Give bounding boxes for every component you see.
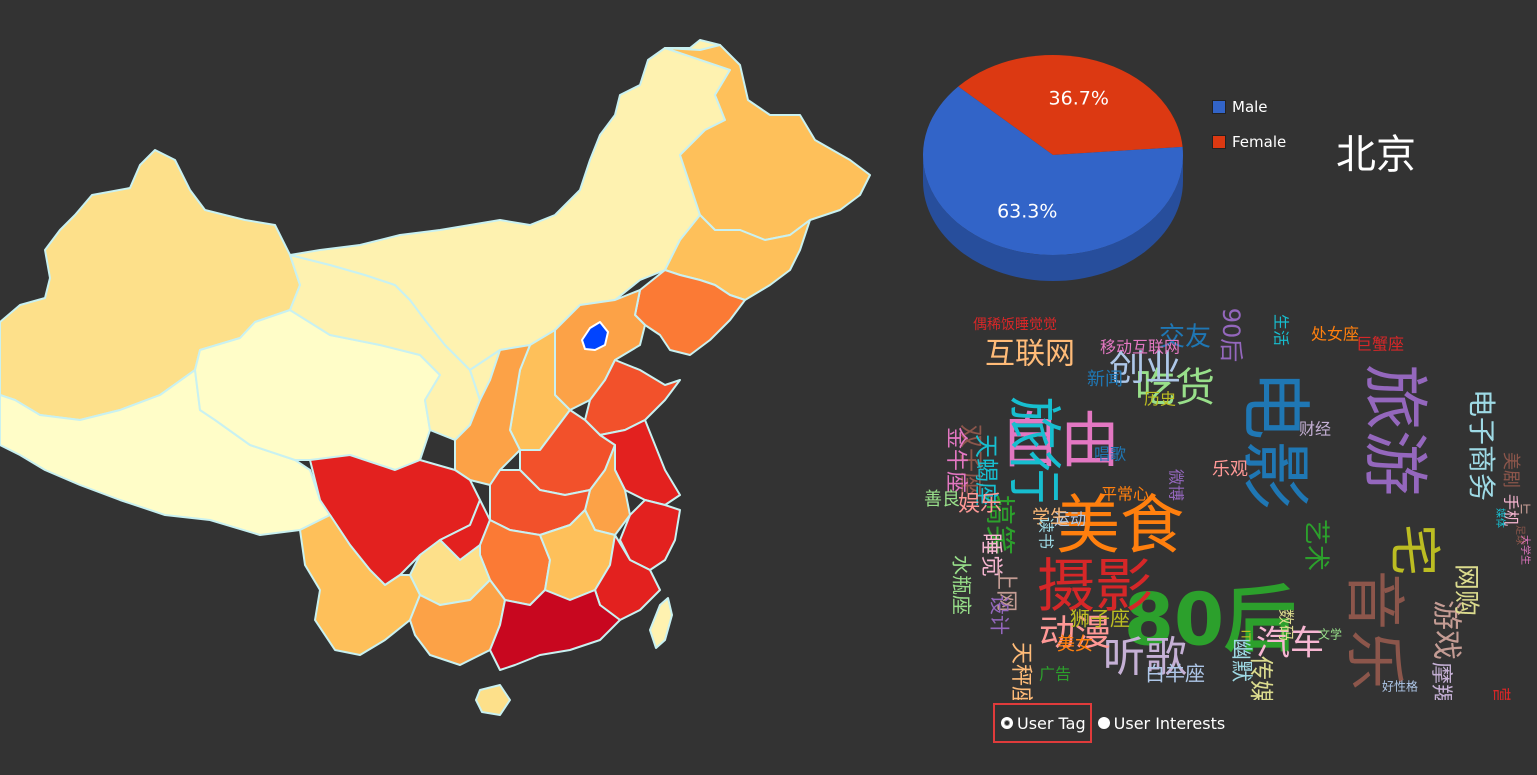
map-region-taiwan[interactable]	[649, 597, 673, 649]
pie-side-male	[923, 155, 1183, 281]
wordcloud-word[interactable]: 搞笑	[982, 495, 1017, 555]
wordcloud-word[interactable]: 偶稀饭睡觉觉	[973, 317, 1057, 333]
wordcloud-word[interactable]: 平常心	[1101, 485, 1149, 504]
wordcloud-word[interactable]: 电影	[1234, 370, 1316, 510]
female-swatch	[1212, 135, 1226, 149]
map-region-hainan[interactable]	[475, 684, 511, 716]
tag-type-controls: User Tag User Interests	[993, 702, 1229, 744]
wordcloud-word[interactable]: 巨蟹座	[1356, 335, 1404, 354]
wordcloud-word[interactable]: IT	[1520, 503, 1532, 517]
user-tag-option[interactable]: User Tag	[993, 703, 1092, 743]
wordcloud-word[interactable]: 宅	[1383, 524, 1443, 576]
wordcloud-word[interactable]: 娱乐	[958, 492, 1002, 517]
wordcloud-word[interactable]: 交友	[1159, 323, 1211, 353]
map-region-tibet[interactable]	[0, 369, 331, 536]
wordcloud-word[interactable]: 水瓶座	[950, 555, 974, 615]
selected-city-label: 北京	[1336, 132, 1416, 178]
wordcloud-word[interactable]: 旅行	[1002, 396, 1065, 504]
wordcloud-word[interactable]: 读书	[1037, 517, 1056, 549]
female-label: Female	[1232, 133, 1287, 151]
map-region-guangdong[interactable]	[489, 589, 621, 671]
wordcloud-word[interactable]: 90后	[1217, 308, 1245, 363]
wordcloud-word[interactable]: 运动	[1054, 510, 1086, 529]
wordcloud-word[interactable]: 80后	[1124, 578, 1296, 662]
user-interests-option[interactable]: User Interests	[1092, 703, 1230, 743]
wordcloud-word[interactable]: 微博	[1167, 469, 1186, 501]
wordcloud-word[interactable]: 动漫	[1039, 613, 1111, 654]
wordcloud-word[interactable]: 金牛座	[943, 427, 968, 493]
wordcloud-word[interactable]: 摄影	[1037, 552, 1153, 620]
pie-slice-male[interactable]	[923, 86, 1183, 255]
wordcloud-word[interactable]: 好性格	[1382, 679, 1418, 694]
wordcloud-word[interactable]: 大学生	[1519, 535, 1532, 565]
wordcloud-word[interactable]: IT	[1239, 630, 1253, 642]
wordcloud-word[interactable]: 足球	[1514, 525, 1527, 545]
map-region-fujian[interactable]	[594, 534, 661, 621]
wordcloud-word[interactable]: 听歌	[1103, 633, 1187, 682]
wordcloud-word[interactable]: 传媒	[1247, 656, 1275, 700]
wordcloud-word[interactable]: 生活	[1272, 314, 1291, 346]
wordcloud-word[interactable]: 旅游	[1356, 364, 1433, 496]
wordcloud-word[interactable]: 美剧	[1500, 452, 1521, 488]
wordcloud-word[interactable]: 美食	[1056, 490, 1184, 564]
map-region-ningxia[interactable]	[469, 349, 501, 401]
wordcloud-word[interactable]: 天蝎座	[972, 434, 1000, 506]
wordcloud-word[interactable]: 网购	[1451, 564, 1481, 616]
wordcloud-word[interactable]: 艺术	[1301, 519, 1331, 571]
wordcloud-word[interactable]: 媒体	[1494, 508, 1506, 528]
legend-item-male[interactable]: Male	[1212, 98, 1286, 116]
wordcloud-word[interactable]: 创业	[1109, 348, 1181, 389]
wordcloud-word[interactable]: 设计	[988, 595, 1012, 635]
wordcloud-word[interactable]: 广告	[1039, 665, 1071, 684]
wordcloud-word[interactable]: 双子座	[957, 424, 985, 496]
legend-item-female[interactable]: Female	[1212, 133, 1286, 151]
user-interests-radio[interactable]	[1097, 717, 1110, 729]
wordcloud-word[interactable]: 上网	[993, 568, 1018, 612]
wordcloud-word[interactable]: 电子商务	[1465, 389, 1498, 501]
wordcloud-word[interactable]: 文学	[1318, 627, 1342, 642]
map-region-beijing[interactable]	[581, 321, 609, 351]
wordcloud-word[interactable]: 财经	[1299, 420, 1331, 439]
user-tag-radio[interactable]	[1001, 717, 1013, 729]
wordcloud-word[interactable]: 游戏	[1429, 600, 1464, 660]
wordcloud-word[interactable]: 处女座	[1311, 325, 1359, 344]
wordcloud-word[interactable]: 唱歌	[1094, 445, 1126, 464]
male-label: Male	[1232, 98, 1268, 116]
wordcloud-word[interactable]: 白羊座	[1145, 662, 1205, 686]
male-swatch	[1212, 100, 1226, 114]
pie-slice-female[interactable]	[958, 55, 1183, 155]
china-map	[0, 39, 871, 716]
wordcloud-word[interactable]: 历史	[1144, 390, 1176, 409]
wordcloud-word[interactable]: 音乐	[1338, 570, 1408, 690]
pie-label-male: 63.3%	[997, 201, 1057, 223]
wordcloud-word[interactable]: 新闻	[1087, 369, 1123, 390]
wordcloud-word[interactable]: 善良	[924, 489, 960, 510]
pie-legend: Male Female	[1212, 98, 1286, 168]
map-region-yunnan[interactable]	[299, 514, 421, 656]
wordcloud-word[interactable]: 吃货	[1135, 365, 1215, 411]
gender-pie-chart: 36.7% 63.3%	[923, 55, 1183, 281]
wordcloud-word[interactable]: 互联网	[985, 337, 1075, 372]
wordcloud-word[interactable]: 摩羯座	[1428, 662, 1453, 700]
wordcloud-word[interactable]: 睡觉	[978, 533, 1003, 577]
map-region-liaoning[interactable]	[634, 269, 746, 356]
wordcloud-word[interactable]: 数码	[1277, 609, 1296, 641]
wordcloud-word[interactable]: 移动互联网	[1100, 338, 1180, 357]
pie-label-female: 36.7%	[1049, 87, 1109, 109]
wordcloud-word[interactable]: 幽默	[1228, 638, 1253, 682]
wordcloud-word[interactable]: 学生	[1032, 507, 1068, 528]
wordcloud-word[interactable]: 汽车	[1256, 624, 1324, 664]
user-tag-label: User Tag	[1017, 713, 1086, 733]
wordcloud-word[interactable]: 美女	[1057, 634, 1093, 655]
wordcloud-word[interactable]: 手机	[1502, 494, 1521, 526]
wordcloud-word[interactable]: 天秤座	[1008, 642, 1033, 700]
wordcloud-word[interactable]: 营销	[1490, 687, 1511, 700]
wordcloud-word[interactable]: 狮子座	[1070, 607, 1130, 631]
user-interests-label: User Interests	[1113, 713, 1226, 733]
wordcloud-word[interactable]: 乐观	[1212, 459, 1248, 480]
wordcloud-word[interactable]: 自由	[1000, 407, 1120, 477]
